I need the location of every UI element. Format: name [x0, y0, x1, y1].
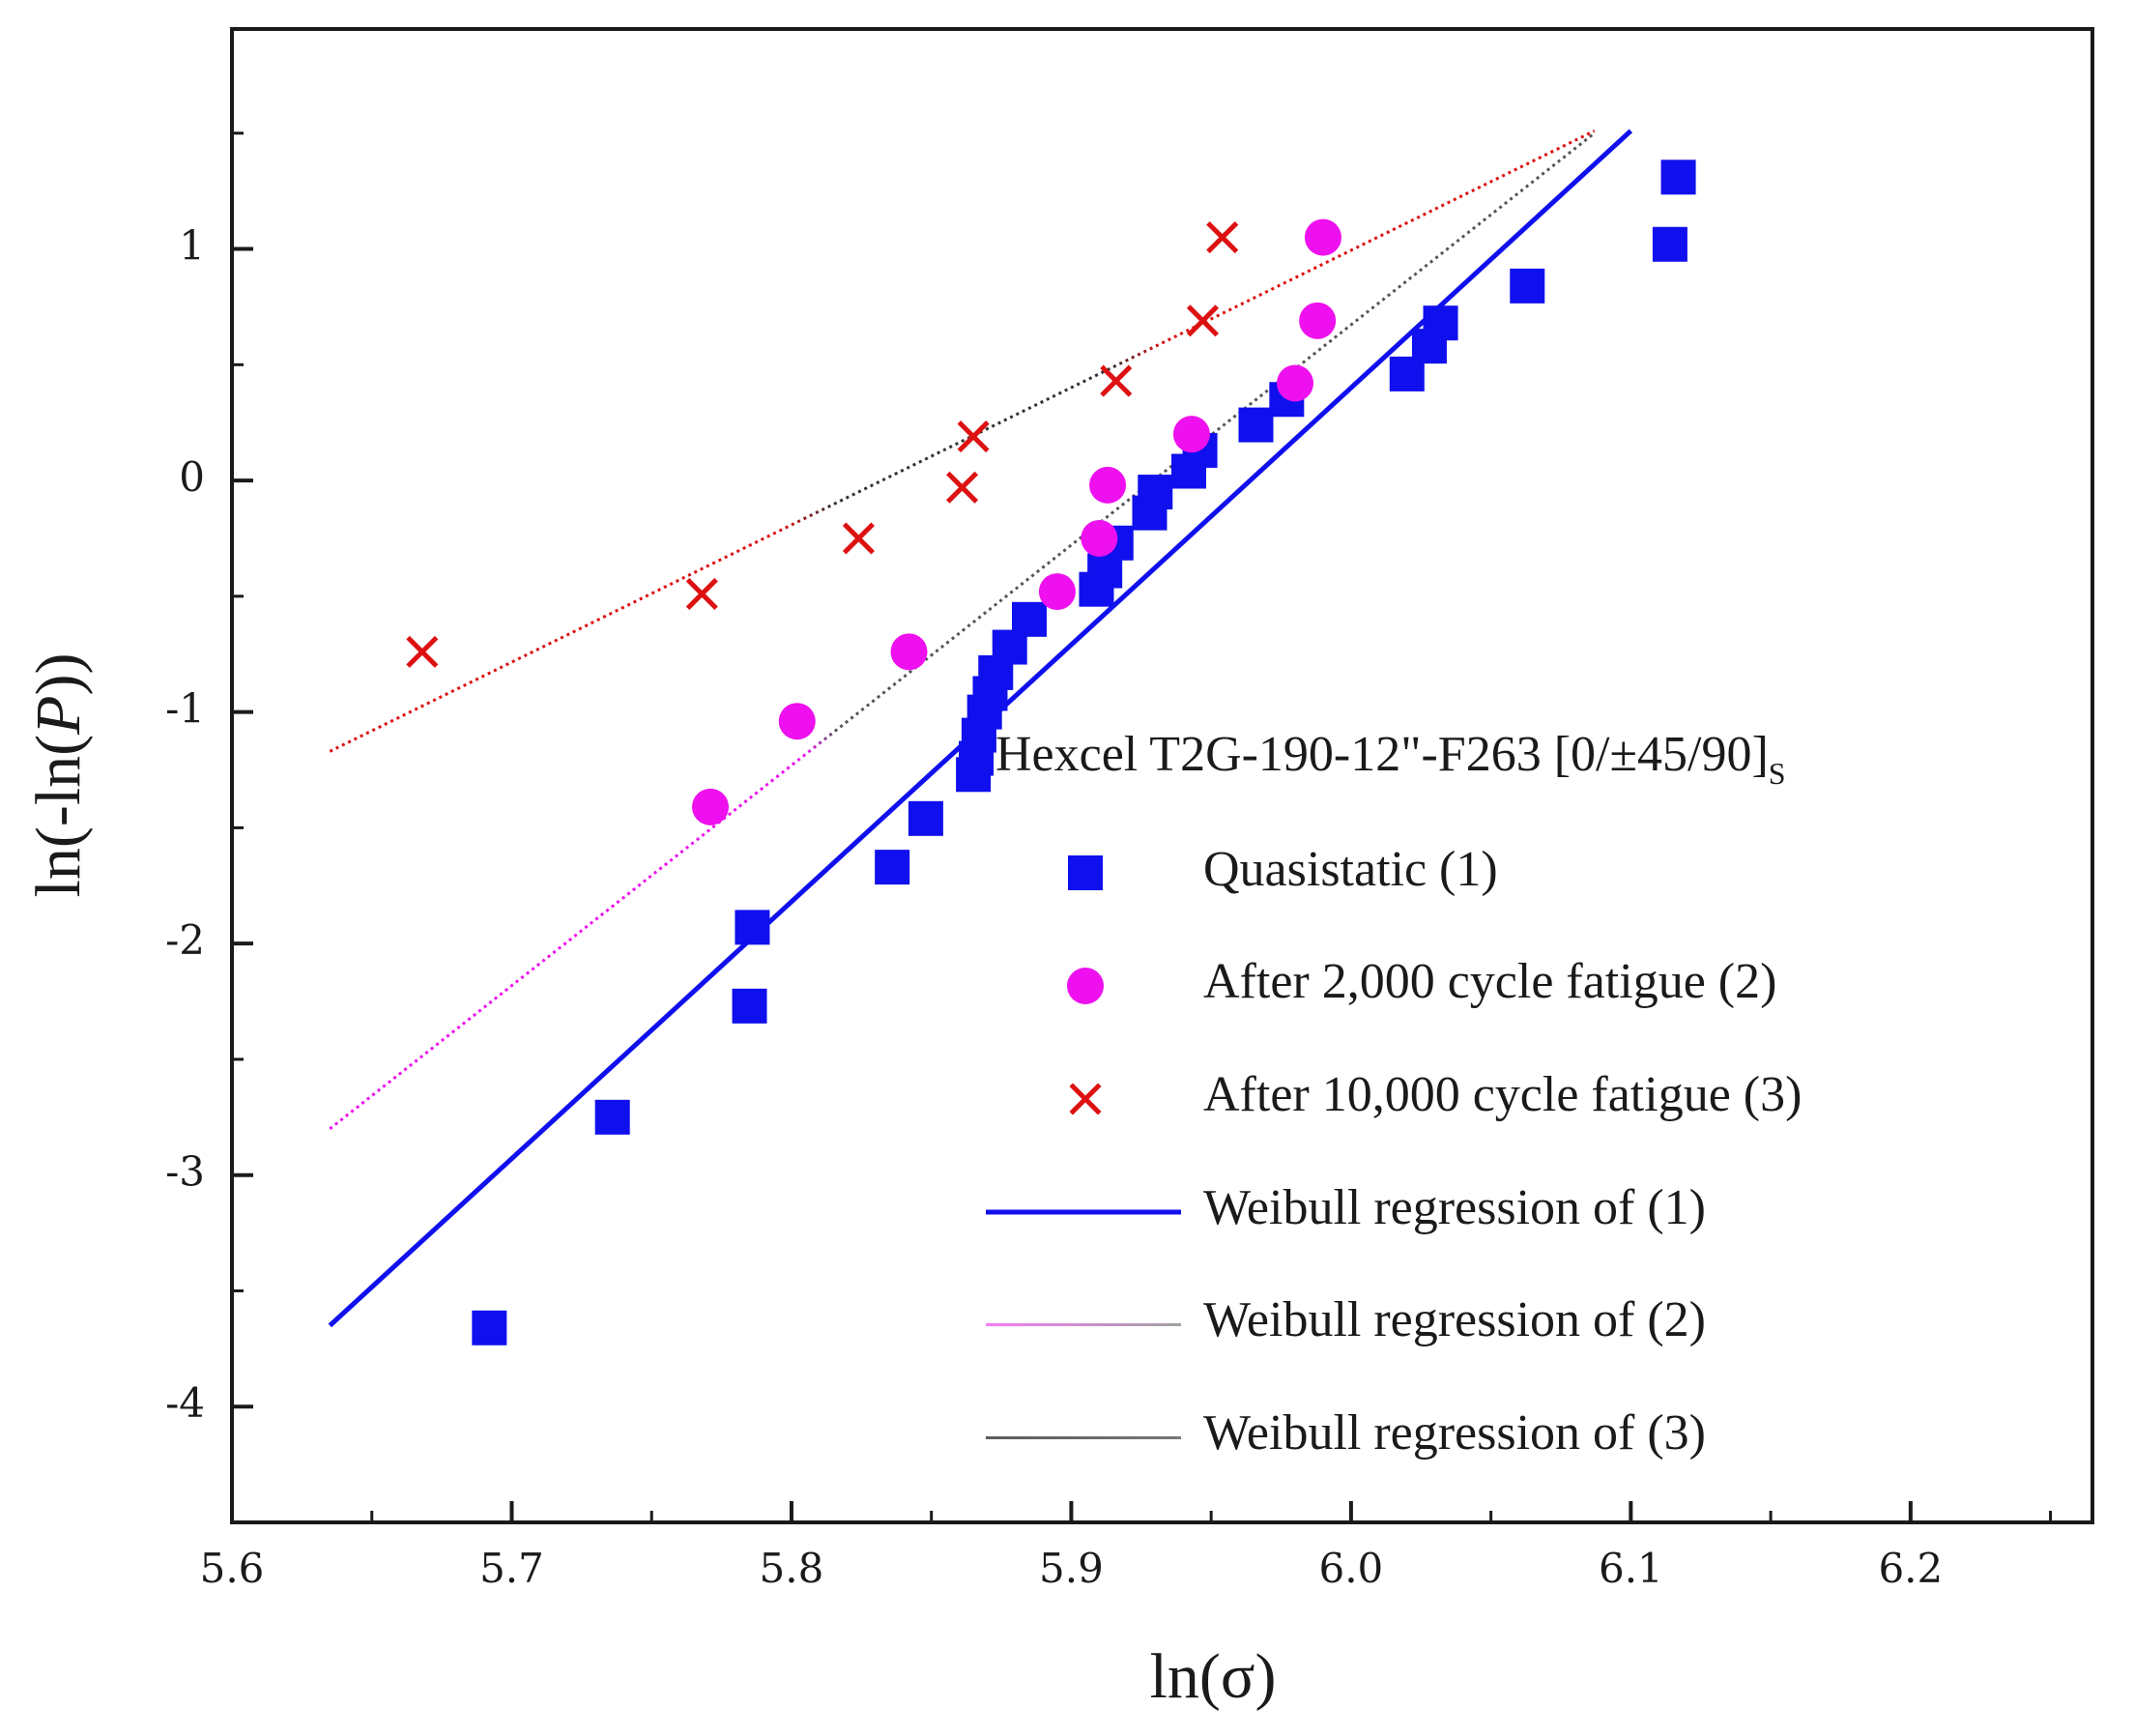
fatigue-2000-point: [1038, 573, 1076, 611]
fatigue-2000-point: [1081, 519, 1118, 557]
regression-line-3: [329, 130, 1596, 753]
quasistatic-point: [1652, 226, 1687, 262]
plot-frame: [230, 27, 2094, 1524]
quasistatic-point: [732, 988, 767, 1024]
x-stroke: [957, 420, 990, 453]
legend-regression-1-label: Weibull regression of (1): [1203, 1180, 1706, 1235]
y-axis-title-variable: P: [23, 696, 94, 736]
x-stroke: [1186, 304, 1220, 337]
legend-fatigue-10000-marker: [1069, 1083, 1102, 1115]
fatigue-10000-point: [1186, 304, 1220, 337]
x-stroke: [685, 577, 718, 611]
legend-quasistatic-label: Quasistatic (1): [1203, 842, 1498, 897]
x-tick-label: 5.8: [760, 1545, 824, 1592]
x-tick-label: 5.9: [1039, 1545, 1104, 1592]
x-stroke: [842, 522, 875, 555]
quasistatic-point: [908, 800, 943, 836]
quasistatic-point: [1012, 601, 1047, 637]
quasistatic-point: [1238, 407, 1274, 443]
y-tick-label: -2: [165, 916, 205, 964]
data-markers: [406, 159, 1696, 1345]
x-tick-label: 6.1: [1599, 1545, 1663, 1592]
y-axis-title-part-1: ln(-ln(: [23, 735, 94, 898]
fatigue-10000-point: [1206, 221, 1239, 254]
fatigue-2000-point: [1277, 364, 1313, 402]
x-stroke: [945, 471, 979, 504]
axes: 5.6 5.7 5.8 5.9 6.0 6.1 6.2 -4 -3 -2 -1 0 1: [165, 131, 2053, 1592]
x-tick-label: 5.6: [200, 1545, 265, 1592]
quasistatic-point: [1660, 159, 1696, 195]
legend-quasistatic-marker: [1068, 855, 1103, 890]
x-stroke: [1206, 221, 1239, 254]
fatigue-2000-point: [890, 633, 928, 671]
fatigue-10000-point: [1100, 364, 1133, 397]
legend: Hexcel T2G-190-12"-F263 [0/±45/90]S Quas…: [986, 727, 1802, 1461]
x-tick-label: 6.2: [1878, 1545, 1943, 1592]
y-tick-label: 1: [179, 222, 205, 270]
legend-fatigue-2000-marker: [1067, 968, 1104, 1004]
fatigue-10000-point: [406, 635, 439, 668]
fatigue-10000-point: [842, 522, 875, 555]
x-stroke: [1100, 364, 1133, 397]
y-axis-title: ln(-ln(P)): [23, 653, 94, 898]
fatigue-2000-point: [692, 788, 729, 825]
y-tick-label: -4: [165, 1379, 205, 1427]
legend-title-subscript: S: [1769, 756, 1786, 791]
fatigue-2000-point: [778, 703, 816, 740]
quasistatic-point: [472, 1310, 507, 1345]
y-tick-label: -3: [165, 1148, 205, 1196]
fatigue-2000-point: [1089, 466, 1127, 504]
quasistatic-point: [875, 850, 910, 885]
fatigue-2000-point: [1299, 302, 1337, 339]
fatigue-10000-point: [945, 471, 979, 504]
legend-regression-3-line: [986, 1436, 1181, 1439]
quasistatic-point: [1138, 475, 1173, 510]
legend-regression-2-line: [986, 1323, 1181, 1326]
fatigue-10000-point: [957, 420, 990, 453]
x-tick-label: 6.0: [1318, 1545, 1383, 1592]
y-axis-title-part-2: )): [23, 653, 94, 696]
quasistatic-point: [1510, 268, 1545, 304]
y-tick-label: 0: [179, 453, 205, 501]
legend-fatigue-2000-label: After 2,000 cycle fatigue (2): [1203, 954, 1776, 1009]
quasistatic-point: [735, 910, 770, 945]
fatigue-2000-point: [1304, 218, 1341, 256]
regression-line-2: [329, 131, 1596, 1130]
fatigue-10000-point: [685, 577, 718, 611]
legend-regression-3-label: Weibull regression of (3): [1203, 1405, 1706, 1461]
quasistatic-point: [594, 1099, 630, 1135]
y-tick-label: -1: [165, 685, 205, 733]
x-tick-label: 5.7: [479, 1545, 544, 1592]
legend-fatigue-10000-label: After 10,000 cycle fatigue (3): [1203, 1067, 1802, 1122]
x-axis-title: ln(σ): [1150, 1641, 1277, 1712]
quasistatic-point: [1423, 305, 1458, 341]
legend-regression-2-label: Weibull regression of (2): [1203, 1292, 1706, 1347]
legend-title-main: Hexcel T2G-190-12"-F263 [0/±45/90]: [995, 727, 1769, 782]
x-stroke: [406, 635, 439, 668]
fatigue-2000-point: [1172, 416, 1210, 453]
legend-title: Hexcel T2G-190-12"-F263 [0/±45/90]S: [995, 727, 1786, 791]
